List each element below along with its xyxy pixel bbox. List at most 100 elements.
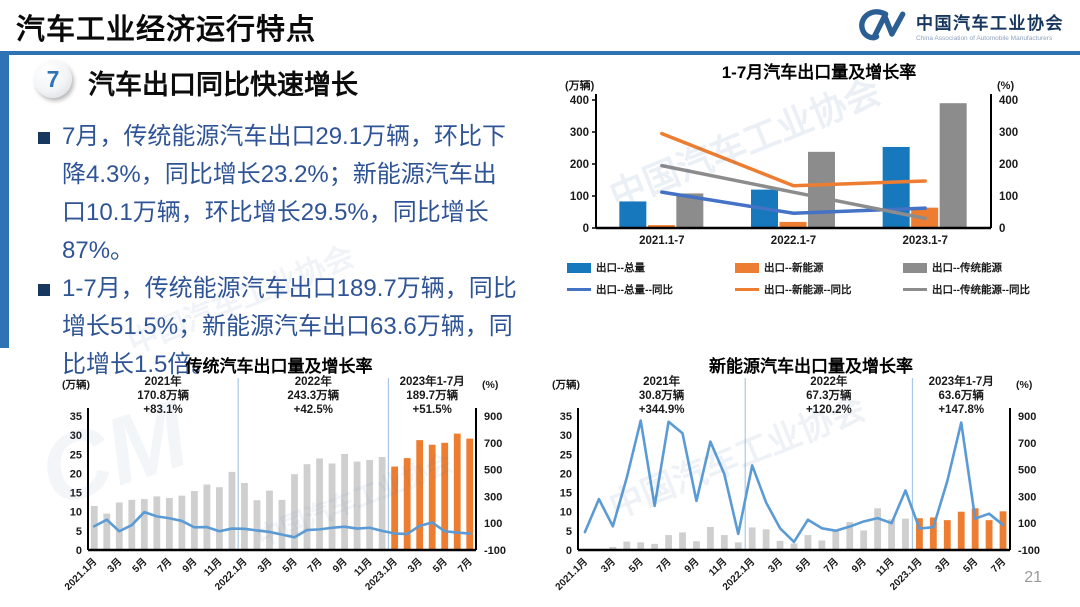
svg-text:200: 200 [570,159,589,171]
bar-month-25 [929,517,937,550]
svg-text:35: 35 [70,411,82,423]
svg-text:30.8万辆: 30.8万辆 [639,388,685,402]
svg-text:900: 900 [1018,411,1036,423]
svg-text:700: 700 [484,438,502,450]
svg-text:200: 200 [999,159,1018,171]
bar-month-25 [403,458,411,550]
bar-month-1 [103,513,111,550]
bar-month-28 [971,508,979,550]
bar-month-15 [278,499,286,550]
svg-text:+120.2%: +120.2% [806,404,852,416]
bar-month-8 [190,491,198,550]
line-swatch-icon [903,288,927,291]
svg-text:3月: 3月 [105,556,124,575]
svg-text:0: 0 [566,545,572,557]
left-accent-bar [0,55,9,348]
bar-month-0 [90,505,98,550]
axes: 0 5 10 15 20 25 30 35 -100 100 300 500 700 900 (万辆) (%) [62,378,506,557]
bar-month-30 [466,438,474,550]
bar-出口--新能源-2022.1-7 [779,221,807,228]
bar-month-20 [860,530,868,550]
svg-text:2023年1-7月: 2023年1-7月 [929,374,994,388]
svg-text:(万辆): (万辆) [552,378,580,391]
svg-text:20: 20 [70,468,82,480]
svg-text:(%): (%) [482,379,498,391]
bar-month-18 [316,458,323,550]
svg-text:15: 15 [560,488,572,500]
chart-nev-plot: 0 5 10 15 20 25 30 35 -100 100 300 500 700 900 (万辆) (%)… [552,374,1040,593]
bullet-square-icon [38,132,50,144]
bar-month-12 [748,527,756,550]
logo-name-cn: 中国汽车工业协会 [916,13,1064,33]
svg-text:2021.1月: 2021.1月 [553,556,590,593]
bar-month-21 [353,461,361,550]
bar-swatch-icon [567,262,591,273]
legend-label: 出口--总量--同比 [596,284,673,296]
axes: 0 5 10 15 20 25 30 35 -100 100 300 500 700 900 (万辆) (%) [552,378,1040,557]
bar-month-2 [115,502,123,550]
bar-month-5 [153,496,161,550]
svg-text:11月: 11月 [202,556,225,579]
bar-month-14 [776,540,784,550]
bar-month-20 [341,453,348,550]
chart-nev-title: 新能源汽车出口量及增长率 [709,357,913,376]
chart-traditional-plot: 0 5 10 15 20 25 30 35 -100 100 300 500 700 900 (万辆) (%)… [62,374,506,593]
growth-line [92,510,472,539]
svg-text:5月: 5月 [961,556,980,575]
svg-text:7月: 7月 [455,556,474,575]
bar-month-23 [378,456,386,550]
legend-label: 出口--总量 [596,262,645,274]
svg-text:10: 10 [560,507,572,519]
bar-month-26 [943,520,951,550]
line-出口--传统能源--同比 [660,163,927,221]
legend-label: 出口--传统能源 [932,262,1002,274]
legend-item-出口--传统能源: 出口--传统能源 [903,260,1079,275]
bar-出口--传统能源-2023.1-7 [939,103,967,228]
bar-month-19 [328,463,336,550]
bar-month-14 [266,490,273,550]
chart-export-summary-plot: 0 100 200 300 400 0 100 200 300 400 (万辆) (%) 2021.1-… [565,80,1018,247]
bar-month-29 [453,433,461,550]
bar-month-10 [720,535,728,550]
svg-text:500: 500 [484,465,502,477]
svg-text:+42.5%: +42.5% [294,404,333,416]
svg-text:-100: -100 [484,545,506,557]
svg-text:5月: 5月 [430,556,449,575]
legend-item-出口--新能源: 出口--新能源 [735,260,903,275]
chart-export-summary: 1-7月汽车出口量及增长率 0 100 200 300 400 0 100 200 300 400… [563,58,1075,312]
bar-出口--新能源-2021.1-7 [647,225,675,228]
bar-month-15 [790,543,798,550]
svg-text:300: 300 [570,127,589,139]
bar-month-22 [888,519,895,550]
page-title: 汽车工业经济运行特点 [16,14,317,46]
svg-text:0: 0 [583,223,589,235]
svg-text:7月: 7月 [821,556,840,575]
svg-text:3月: 3月 [766,556,785,575]
bar-month-29 [985,520,993,550]
bars [90,433,474,550]
bullet-text-2: 1-7月，传统能源汽车出口189.7万辆，同比增长51.5%；新能源汽车出口63… [62,275,517,378]
svg-text:67.3万辆: 67.3万辆 [806,388,852,402]
caam-logo-icon [859,9,906,41]
legend-item-出口--传统能源--同比: 出口--传统能源--同比 [903,282,1079,297]
logo-name-en: China Association of Automobile Manufact… [916,34,1053,42]
bar-swatch-icon [903,262,927,273]
svg-text:10: 10 [70,507,82,519]
year-separators [237,378,389,550]
svg-text:2023.1-7: 2023.1-7 [902,235,947,247]
svg-text:3月: 3月 [405,556,424,575]
svg-text:100: 100 [484,518,502,530]
svg-text:100: 100 [999,191,1018,203]
section-heading: 汽车出口同比快速增长 [88,70,358,100]
bar-month-9 [706,527,714,550]
bar-month-11 [734,542,742,550]
chart-traditional-monthly: 传统汽车出口量及增长率 0 5 10 15 20 25 30 35 -100 100 300 500 7… [28,352,530,604]
svg-text:170.8万辆: 170.8万辆 [137,388,189,402]
svg-text:7月: 7月 [989,556,1008,575]
chart-export-summary-legend: 出口--总量 出口--新能源 出口--传统能源 出口--总量--同比 出口--新能源--… [563,260,1075,297]
legend-label: 出口--新能源 [764,262,824,274]
svg-text:5: 5 [76,526,82,538]
svg-text:25: 25 [560,449,572,461]
